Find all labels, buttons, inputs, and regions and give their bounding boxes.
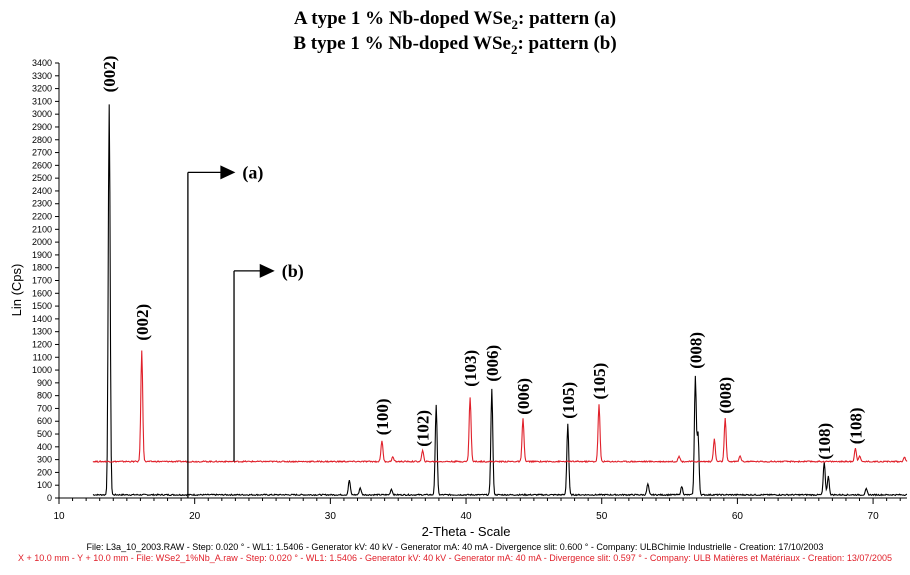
y-tick-label-3200: 3200 <box>32 84 52 94</box>
y-tick-label-500: 500 <box>37 429 52 439</box>
y-tick-label-2900: 2900 <box>32 122 52 132</box>
marker-arrowhead-0 <box>220 165 236 180</box>
y-tick-label-2200: 2200 <box>32 212 52 222</box>
footer-file-info-a: File: L3a_10_2003.RAW - Step: 0.020 ° - … <box>86 542 824 552</box>
y-tick-label-2100: 2100 <box>32 224 52 234</box>
y-tick-label-0: 0 <box>47 493 52 503</box>
title-2-subscript: 2 <box>510 41 518 57</box>
y-tick-label-1800: 1800 <box>32 263 52 273</box>
title-1-subscript: 2 <box>511 16 519 32</box>
peak-label-4: (103) <box>461 350 480 387</box>
peak-label-8: (105) <box>590 363 609 400</box>
x-tick-label-20: 20 <box>189 511 201 522</box>
y-tick-label-2000: 2000 <box>32 237 52 247</box>
x-tick-label-60: 60 <box>732 511 744 522</box>
peak-label-5: (006) <box>483 345 502 382</box>
y-tick-label-1000: 1000 <box>32 365 52 375</box>
y-tick-label-1600: 1600 <box>32 288 52 298</box>
y-tick-label-1200: 1200 <box>32 339 52 349</box>
y-tick-label-300: 300 <box>37 455 52 465</box>
marker-label-1: (b) <box>282 261 304 282</box>
series-b-line <box>92 104 908 497</box>
xrd-chart: 0 100 200 300 400 500 600 700 800 900 1000 1100 1200… <box>9 56 908 539</box>
peak-label-3: (102) <box>414 410 433 447</box>
y-tick-label-2500: 2500 <box>32 173 52 183</box>
chart-title-line-2: B type 1 % Nb-doped WSe2: pattern (b) <box>0 33 910 58</box>
x-tick-label-10: 10 <box>53 511 65 522</box>
y-tick-label-100: 100 <box>37 480 52 490</box>
chart-title-line-1: A type 1 % Nb-doped WSe2: pattern (a) <box>0 8 910 33</box>
series-layer <box>92 104 908 497</box>
peak-label-11: (108) <box>815 423 834 460</box>
peak-label-12: (108) <box>846 407 865 444</box>
y-tick-label-1300: 1300 <box>32 327 52 337</box>
y-tick-label-700: 700 <box>37 403 52 413</box>
title-2-prefix: B type 1 % Nb-doped WSe <box>293 33 511 54</box>
y-tick-label-2800: 2800 <box>32 135 52 145</box>
y-tick-label-1500: 1500 <box>32 301 52 311</box>
marker-label-0: (a) <box>242 162 263 183</box>
y-axis-label: Lin (Cps) <box>9 264 24 317</box>
y-tick-label-3100: 3100 <box>32 96 52 106</box>
title-1-prefix: A type 1 % Nb-doped WSe <box>293 8 512 29</box>
y-tick-label-400: 400 <box>37 442 52 452</box>
x-tick-label-50: 50 <box>596 511 608 522</box>
y-tick-label-1100: 1100 <box>33 352 52 362</box>
y-tick-label-2600: 2600 <box>32 160 52 170</box>
y-tick-label-2400: 2400 <box>32 186 52 196</box>
title-1-suffix: : pattern (a) <box>518 8 617 29</box>
peak-label-2: (100) <box>373 398 392 435</box>
peak-label-9: (008) <box>686 332 705 369</box>
x-tick-label-30: 30 <box>325 511 337 522</box>
peak-label-7: (105) <box>559 382 578 419</box>
title-2-suffix: : pattern (b) <box>517 33 617 54</box>
peak-label-layer: (002)(002)(100) (102)(103) (006)(006) (105)… <box>100 56 865 460</box>
y-tick-label-1400: 1400 <box>32 314 52 324</box>
x-tick-label-70: 70 <box>868 511 880 522</box>
marker-layer: (a) (b) <box>187 162 304 498</box>
x-axis-label: 2-Theta - Scale <box>422 524 511 539</box>
y-tick-label-1700: 1700 <box>32 276 52 286</box>
footer-file-info-b: X + 10.0 mm - Y + 10.0 mm - File: WSe2_1… <box>18 553 892 563</box>
axes: 0 100 200 300 400 500 600 700 800 900 1000 1100 1200… <box>32 58 907 522</box>
y-tick-label-1900: 1900 <box>32 250 52 260</box>
y-tick-label-2300: 2300 <box>32 199 52 209</box>
y-tick-label-3400: 3400 <box>32 58 52 68</box>
marker-arrowhead-1 <box>259 263 275 278</box>
y-tick-label-600: 600 <box>37 416 52 426</box>
x-tick-label-40: 40 <box>460 511 472 522</box>
peak-label-6: (006) <box>514 378 533 415</box>
y-tick-label-3000: 3000 <box>32 109 52 119</box>
series-a-line <box>92 350 908 464</box>
peak-label-0: (002) <box>100 56 119 93</box>
y-tick-label-3300: 3300 <box>32 71 52 81</box>
y-tick-label-200: 200 <box>37 467 52 477</box>
peak-label-1: (002) <box>133 304 152 341</box>
y-tick-label-800: 800 <box>37 391 52 401</box>
y-tick-label-2700: 2700 <box>32 148 52 158</box>
y-tick-label-900: 900 <box>37 378 52 388</box>
peak-label-10: (008) <box>716 377 735 414</box>
